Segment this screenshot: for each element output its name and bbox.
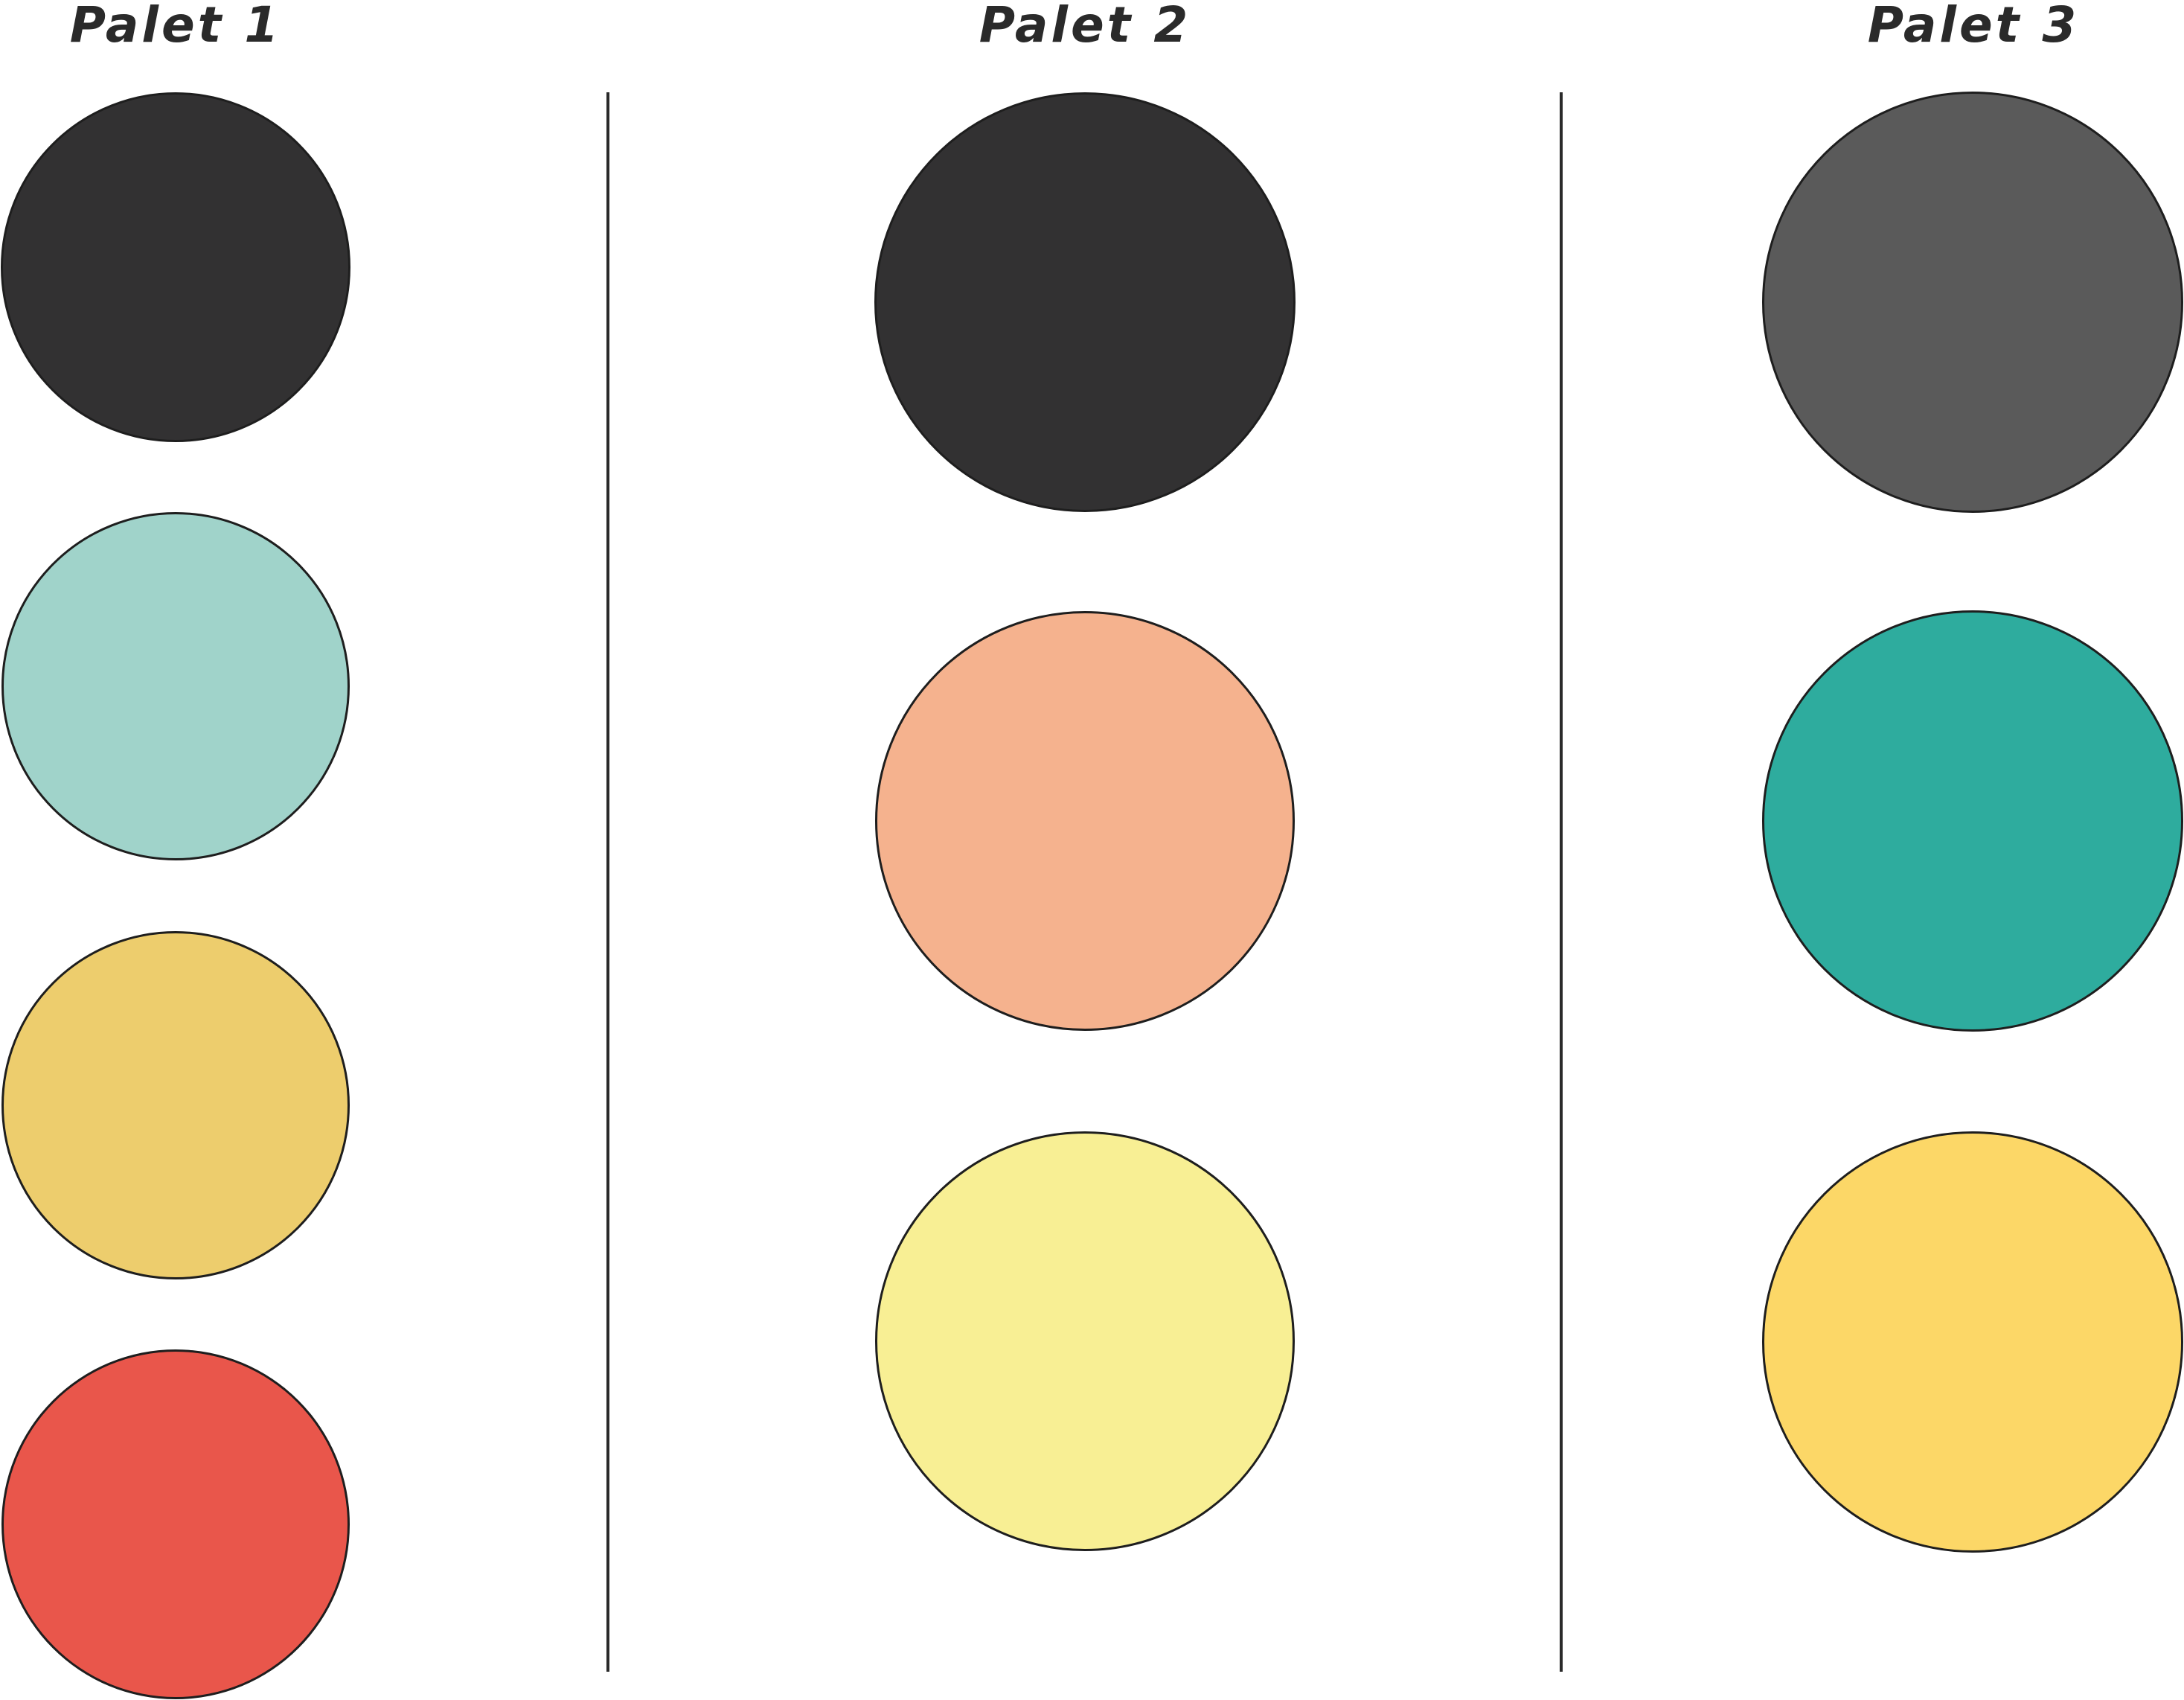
- palette-divider-2: [1560, 92, 1563, 1672]
- palette-3-swatch-1: [1762, 92, 2183, 513]
- palette-divider-1: [606, 92, 609, 1672]
- palette-2-swatch-1: [874, 92, 1296, 512]
- palette-1-swatch-1: [1, 92, 350, 442]
- palette-1-swatch-4: [1, 1349, 350, 1699]
- palette-3-swatch-3: [1762, 1131, 2183, 1553]
- palette-3-swatch-2: [1762, 610, 2183, 1032]
- palette-1-swatch-3: [1, 931, 350, 1279]
- palette-2-title: Palet 2: [979, 0, 1191, 54]
- palette-1-title: Palet 1: [69, 0, 282, 54]
- palette-1-swatch-2: [1, 512, 350, 860]
- palette-2-swatch-2: [875, 611, 1295, 1031]
- palette-3-title: Palet 3: [1867, 0, 2080, 54]
- palette-2-swatch-3: [875, 1131, 1295, 1551]
